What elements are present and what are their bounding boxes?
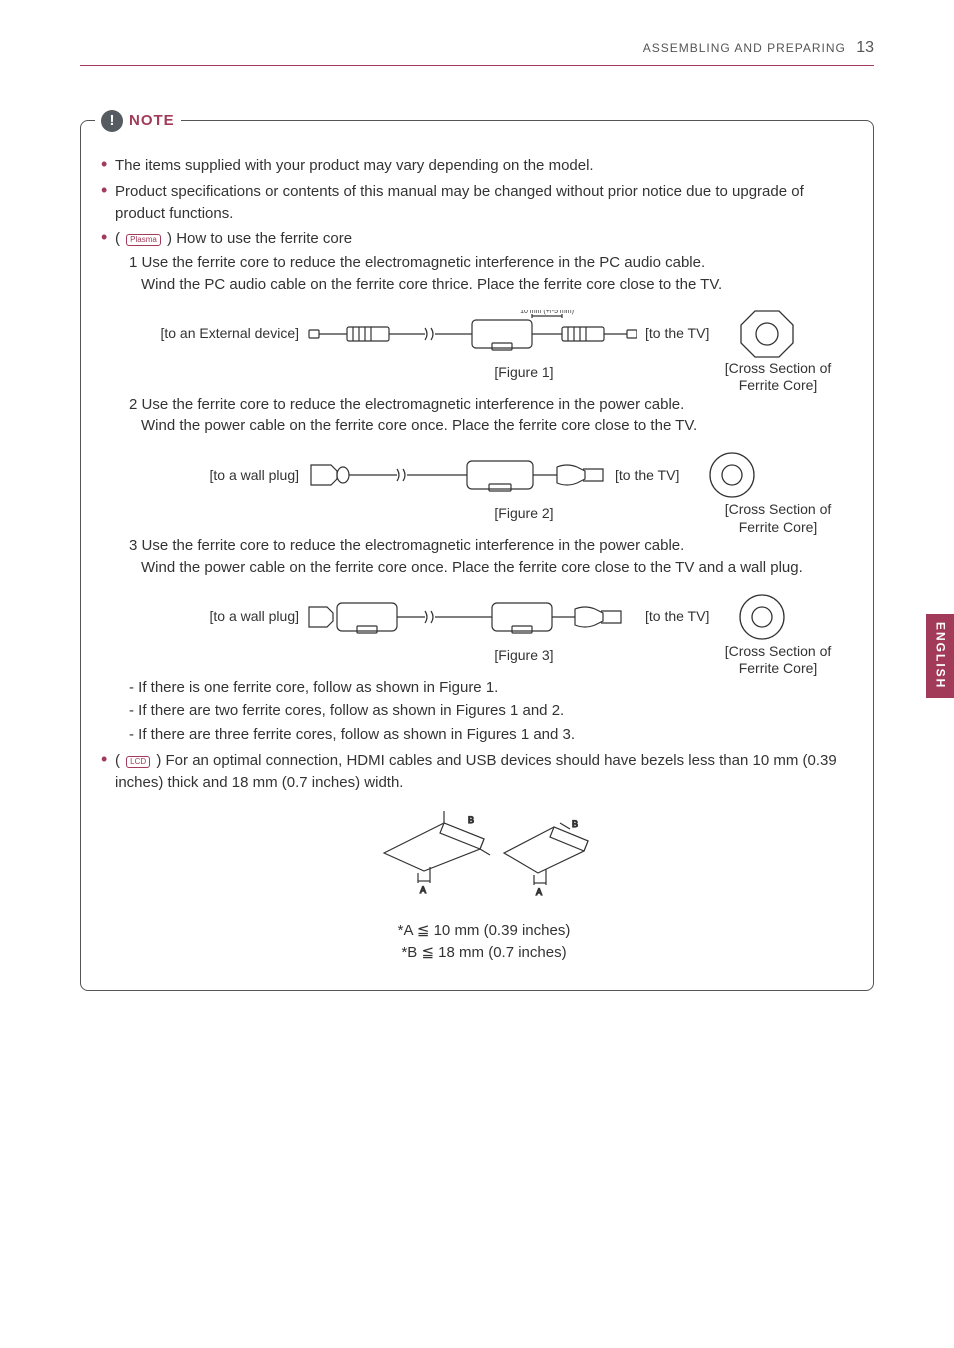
fig2-right-label: [to the TV] <box>615 465 679 485</box>
text: Wind the PC audio cable on the ferrite c… <box>129 274 853 296</box>
fig2-cross-caption: [Cross Section of Ferrite Core] <box>703 501 853 536</box>
power-cable-two-cores-diagram-icon <box>307 593 637 641</box>
fig3-right-label: [to the TV] <box>645 606 709 626</box>
text: 3 Use the ferrite core to reduce the ele… <box>129 537 684 554</box>
step-1: 1 Use the ferrite core to reduce the ele… <box>115 252 853 296</box>
text: ( <box>115 230 120 247</box>
power-cable-diagram-icon <box>307 451 607 499</box>
fig3-left-label: [to a wall plug] <box>129 606 299 626</box>
fig3-caption: [Figure 3] <box>319 645 729 665</box>
text: Wind the power cable on the ferrite core… <box>129 557 853 579</box>
fig2-left-label: [to a wall plug] <box>129 465 299 485</box>
fig1-left-label: [to an External device] <box>129 323 299 343</box>
cross-section-circle-icon <box>707 450 757 500</box>
bullet-item: ( LCD ) For an optimal connection, HDMI … <box>101 750 853 964</box>
step-3: 3 Use the ferrite core to reduce the ele… <box>115 535 853 579</box>
fig3-cross-caption: [Cross Section of Ferrite Core] <box>703 643 853 678</box>
hdmi-diagram-block: B A B A *A ≦ 10 mm ( <box>115 803 853 963</box>
dash-item: - If there are three ferrite cores, foll… <box>129 724 853 746</box>
info-icon: ! <box>101 110 123 132</box>
language-tab: ENGLISH <box>926 614 954 698</box>
bullet-item: ( Plasma ) How to use the ferrite core 1… <box>101 228 853 746</box>
svg-text:A: A <box>536 887 542 897</box>
audio-cable-diagram-icon: 10 mm (+/-5 mm) <box>307 310 637 358</box>
bullet-item: The items supplied with your product may… <box>101 155 853 177</box>
dash-item: - If there are two ferrite cores, follow… <box>129 700 853 722</box>
fig1-caption: [Figure 1] <box>319 362 729 382</box>
figure-1-block: [to an External device] <box>129 310 853 388</box>
spec-a: *A ≦ 10 mm (0.39 inches) <box>115 920 853 942</box>
fig2-caption: [Figure 2] <box>319 503 729 523</box>
svg-text:B: B <box>468 815 474 825</box>
text: ) For an optimal connection, HDMI cables… <box>115 752 837 791</box>
cross-section-circle-icon <box>737 592 787 642</box>
text: 1 Use the ferrite core to reduce the ele… <box>129 254 705 271</box>
text: ( <box>115 752 120 769</box>
lcd-badge-icon: LCD <box>126 756 150 768</box>
fig1-right-label: [to the TV] <box>645 323 709 343</box>
cross-section-octagon-icon <box>737 307 797 361</box>
note-title-wrap: ! NOTE <box>95 110 181 132</box>
hdmi-specs: *A ≦ 10 mm (0.39 inches) *B ≦ 18 mm (0.7… <box>115 920 853 964</box>
dash-item: - If there is one ferrite core, follow a… <box>129 677 853 699</box>
measurement-label: 10 mm (+/-5 mm) <box>520 310 574 315</box>
bullet-item: Product specifications or contents of th… <box>101 181 853 225</box>
figure-3-block: [to a wall plug] <box>129 593 853 671</box>
svg-text:B: B <box>572 819 578 829</box>
step-2: 2 Use the ferrite core to reduce the ele… <box>115 394 853 438</box>
text: Wind the power cable on the ferrite core… <box>129 415 853 437</box>
dash-list: - If there is one ferrite core, follow a… <box>115 677 853 746</box>
text: 2 Use the ferrite core to reduce the ele… <box>129 396 684 413</box>
plasma-badge-icon: Plasma <box>126 234 161 246</box>
note-title: NOTE <box>129 110 175 132</box>
hdmi-usb-connector-diagram-icon: B A B A <box>374 803 594 903</box>
text: ) How to use the ferrite core <box>167 230 352 247</box>
figure-2-block: [to a wall plug] <box>129 451 853 529</box>
svg-text:A: A <box>420 885 426 895</box>
section-title: ASSEMBLING AND PREPARING <box>643 41 846 55</box>
spec-b: *B ≦ 18 mm (0.7 inches) <box>115 942 853 964</box>
note-box: ! NOTE The items supplied with your prod… <box>80 120 874 991</box>
note-bullet-list: The items supplied with your product may… <box>101 155 853 964</box>
page-number: 13 <box>856 39 874 56</box>
page-header: ASSEMBLING AND PREPARING 13 <box>80 36 874 66</box>
fig1-cross-caption: [Cross Section of Ferrite Core] <box>703 360 853 395</box>
